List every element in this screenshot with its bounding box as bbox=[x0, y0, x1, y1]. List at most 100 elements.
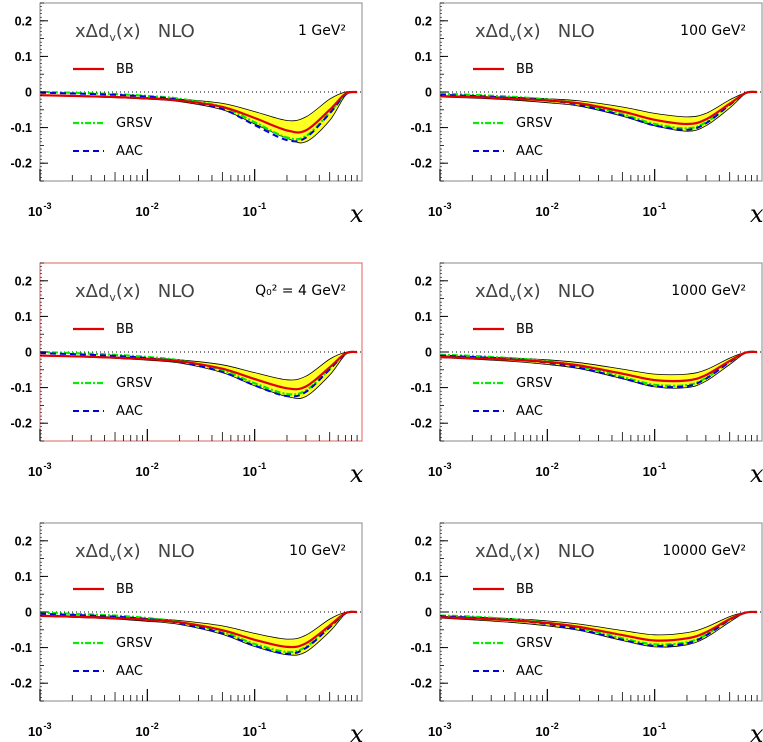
panel-title: xΔdv(x) NLO bbox=[75, 21, 195, 44]
panel-title: xΔdv(x) NLO bbox=[475, 21, 595, 44]
scale-annotation: 1 GeV² bbox=[298, 23, 346, 39]
x-tick-label: 10-2 bbox=[135, 201, 158, 219]
series-bb-line bbox=[40, 90, 358, 134]
panel-3: 0.2 0.1 0 -0.1 -0.2 10-3 10-2 10-1 x xΔdv(x) NLO Q… bbox=[10, 262, 364, 488]
panel-title: xΔdv(x) NLO bbox=[75, 281, 195, 304]
x-axis-label: x bbox=[750, 720, 763, 742]
series-bb-line bbox=[440, 610, 758, 642]
series-grsv-line bbox=[440, 610, 758, 646]
legend-label-aac: AAC bbox=[516, 404, 543, 419]
scale-annotation: 10000 GeV² bbox=[662, 543, 746, 559]
scale-annotation: 1000 GeV² bbox=[671, 283, 746, 299]
x-tick-label: 10-3 bbox=[28, 201, 51, 219]
y-tick-label: 0.2 bbox=[15, 274, 32, 288]
x-tick-label: 10-2 bbox=[535, 461, 558, 479]
y-tick-label: -0.2 bbox=[10, 157, 32, 171]
x-tick-label: 10-3 bbox=[28, 461, 51, 479]
series-bb-line bbox=[440, 350, 758, 383]
legend-label-aac: AAC bbox=[116, 144, 143, 159]
scale-annotation: Q₀² = 4 GeV² bbox=[255, 283, 346, 299]
x-axis-label: x bbox=[350, 460, 364, 488]
y-tick-label: 0 bbox=[425, 606, 432, 620]
legend-label-aac: AAC bbox=[116, 404, 143, 419]
x-axis-label: x bbox=[350, 720, 364, 742]
x-axis-label: x bbox=[750, 460, 763, 488]
y-tick-label: 0 bbox=[425, 86, 432, 100]
legend-label-grsv: GRSV bbox=[116, 376, 152, 391]
series-aac-line bbox=[40, 610, 358, 655]
x-tick-label: 10-3 bbox=[28, 721, 51, 739]
x-axis-label: x bbox=[750, 200, 763, 228]
series-grsv-line bbox=[40, 350, 358, 396]
plot-area bbox=[40, 350, 362, 399]
y-tick-label: 0.2 bbox=[415, 14, 432, 28]
x-tick-label: 10-3 bbox=[428, 721, 451, 739]
legend-label-grsv: GRSV bbox=[516, 636, 552, 651]
y-tick-label: -0.1 bbox=[10, 641, 32, 655]
y-tick-label: -0.1 bbox=[410, 641, 432, 655]
panel-2: 0.2 0.1 0 -0.1 -0.2 10-3 10-2 10-1 x xΔdv(x) NLO 1… bbox=[410, 2, 763, 228]
legend-label-grsv: GRSV bbox=[116, 636, 152, 651]
legend-label-bb: BB bbox=[516, 322, 534, 337]
y-tick-label: 0 bbox=[425, 346, 432, 360]
x-tick-label: 10-1 bbox=[243, 201, 266, 219]
y-tick-label: -0.1 bbox=[10, 381, 32, 395]
y-tick-label: 0.2 bbox=[15, 534, 32, 548]
x-tick-label: 10-1 bbox=[243, 461, 266, 479]
scale-annotation: 100 GeV² bbox=[680, 23, 746, 39]
x-tick-label: 10-3 bbox=[428, 201, 451, 219]
y-tick-label: -0.1 bbox=[410, 381, 432, 395]
y-tick-label: -0.2 bbox=[410, 677, 432, 691]
y-tick-label: -0.2 bbox=[10, 677, 32, 691]
legend-label-grsv: GRSV bbox=[516, 116, 552, 131]
legend-label-bb: BB bbox=[516, 582, 534, 597]
panel-title: xΔdv(x) NLO bbox=[475, 541, 595, 564]
panel-title: xΔdv(x) NLO bbox=[475, 281, 595, 304]
y-tick-label: 0.1 bbox=[415, 570, 432, 584]
panel-5: 0.2 0.1 0 -0.1 -0.2 10-3 10-2 10-1 x xΔdv(x) NLO 1… bbox=[10, 522, 364, 742]
series-bb-line bbox=[40, 350, 358, 391]
plot-area bbox=[40, 90, 362, 144]
y-tick-label: -0.1 bbox=[10, 121, 32, 135]
x-tick-label: 10-2 bbox=[535, 201, 558, 219]
uncertainty-band bbox=[40, 91, 358, 144]
x-tick-label: 10-2 bbox=[135, 461, 158, 479]
legend-label-aac: AAC bbox=[116, 664, 143, 679]
x-tick-label: 10-1 bbox=[643, 721, 666, 739]
y-tick-label: -0.2 bbox=[410, 157, 432, 171]
y-tick-label: -0.2 bbox=[410, 417, 432, 431]
y-tick-label: -0.2 bbox=[10, 417, 32, 431]
x-axis-label: x bbox=[350, 200, 364, 228]
uncertainty-band bbox=[40, 611, 358, 656]
x-tick-label: 10-2 bbox=[135, 721, 158, 739]
plot-area bbox=[440, 350, 762, 389]
legend-label-aac: AAC bbox=[516, 144, 543, 159]
legend-label-bb: BB bbox=[116, 322, 134, 337]
series-aac-line bbox=[40, 91, 358, 143]
y-tick-label: 0.1 bbox=[15, 50, 32, 64]
series-aac-line bbox=[40, 350, 358, 398]
x-tick-label: 10-2 bbox=[535, 721, 558, 739]
x-tick-label: 10-3 bbox=[428, 461, 451, 479]
panel-6: 0.2 0.1 0 -0.1 -0.2 10-3 10-2 10-1 x xΔdv(x) NLO 1… bbox=[410, 522, 763, 742]
legend-label-bb: BB bbox=[116, 582, 134, 597]
plot-area bbox=[440, 90, 762, 132]
series-bb-line bbox=[40, 610, 358, 649]
panel-4: 0.2 0.1 0 -0.1 -0.2 10-3 10-2 10-1 x xΔdv(x) NLO 1… bbox=[410, 262, 763, 488]
y-tick-label: -0.1 bbox=[410, 121, 432, 135]
panel-1: 0.2 0.1 0 -0.1 -0.2 10-3 10-2 10-1 x xΔdv(x) NLO 1… bbox=[10, 2, 364, 228]
y-tick-label: 0.2 bbox=[415, 274, 432, 288]
legend-label-bb: BB bbox=[116, 62, 134, 77]
x-tick-label: 10-1 bbox=[243, 721, 266, 739]
y-tick-label: 0 bbox=[25, 606, 32, 620]
y-tick-label: 0.1 bbox=[415, 50, 432, 64]
x-tick-label: 10-1 bbox=[643, 201, 666, 219]
series-grsv-line bbox=[40, 90, 358, 141]
panel-title: xΔdv(x) NLO bbox=[75, 541, 195, 564]
plot-area bbox=[440, 610, 762, 648]
y-tick-label: 0.1 bbox=[15, 570, 32, 584]
y-tick-label: 0.1 bbox=[415, 310, 432, 324]
legend-label-aac: AAC bbox=[516, 664, 543, 679]
series-bb-line bbox=[440, 90, 758, 126]
